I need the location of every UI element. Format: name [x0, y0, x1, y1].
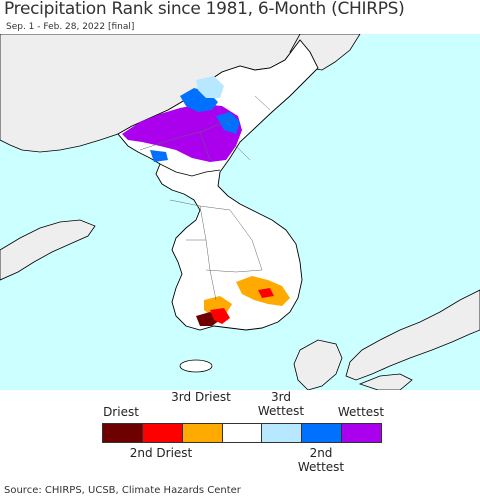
source-credit: Source: CHIRPS, UCSB, Climate Hazards Ce… [4, 485, 241, 496]
map-title: Precipitation Rank since 1981, 6-Month (… [4, 0, 405, 19]
legend-swatch-3rd-driest [182, 424, 223, 442]
wettest-patch [122, 104, 242, 162]
japan-kyushu [293, 339, 343, 390]
precipitation-rank-map [0, 34, 480, 390]
second-wettest-patch-east [216, 112, 240, 134]
dmz-border [159, 163, 221, 177]
third-wettest-patch [196, 76, 224, 98]
legend-swatch-wettest [342, 424, 382, 442]
legend-label-wettest: Wettest [337, 405, 385, 419]
legend-label-2nd-driest: 2nd Driest [129, 446, 193, 460]
legend-label-driest: Driest [103, 405, 139, 419]
second-driest-patch-east [258, 288, 274, 298]
legend-swatch-3rd-wettest [262, 424, 303, 442]
legend-label-3rd-driest: 3rd Driest [171, 390, 231, 404]
second-wettest-patch-south [150, 150, 168, 162]
legend-color-bar [102, 423, 382, 443]
japan-honshu [345, 289, 480, 381]
legend-swatch-normal [222, 424, 263, 442]
legend-label-2nd-wettest: 2nd Wettest [297, 446, 345, 474]
map-subtitle: Sep. 1 - Feb. 28, 2022 [final] [6, 22, 135, 32]
province-lines [139, 95, 271, 301]
jeju-island [179, 359, 213, 373]
shandong-peninsula [0, 219, 96, 281]
second-driest-patch [210, 308, 230, 324]
legend-swatch-2nd-wettest [302, 424, 343, 442]
legend-label-3rd-wettest: 3rd Wettest [257, 390, 305, 418]
japan-shikoku [358, 373, 413, 390]
legend-swatch-driest [103, 424, 143, 442]
legend-swatch-2nd-driest [142, 424, 183, 442]
